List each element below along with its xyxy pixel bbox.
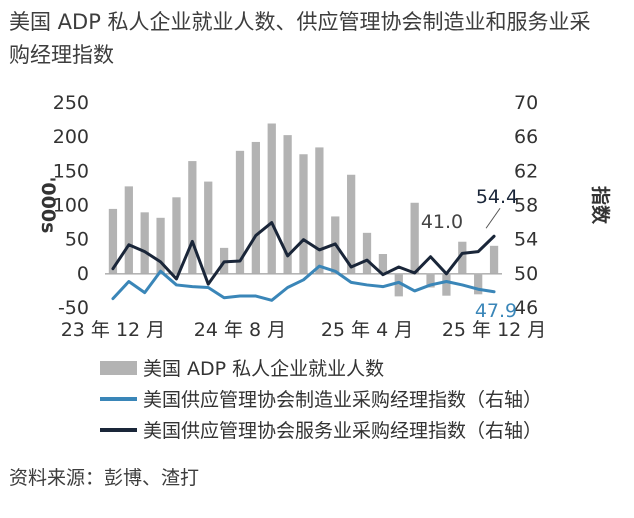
chart-canvas: -50 0 50 100 150 200 250 46 50 54 58 62 66 70 23 年 12 … bbox=[37, 92, 612, 341]
left-axis-tick: 100 bbox=[53, 195, 89, 217]
x-axis-tick: 25 年 12 月 bbox=[442, 319, 546, 341]
source-note: 资料来源：彭博、渣打 bbox=[9, 467, 200, 489]
right-axis-tick: 54 bbox=[514, 229, 538, 251]
legend-swatch-bar bbox=[100, 360, 137, 375]
x-axis-tick: 25 年 4 月 bbox=[321, 319, 413, 341]
left-axis-label: '000s bbox=[37, 177, 59, 234]
right-axis-tick: 62 bbox=[514, 160, 538, 182]
x-axis-tick: 23 年 12 月 bbox=[61, 319, 165, 341]
annotation-leader bbox=[485, 207, 501, 229]
bar-adp bbox=[108, 208, 118, 274]
bar-adp bbox=[124, 186, 133, 274]
bar-adp bbox=[394, 273, 403, 297]
right-axis-tick: 50 bbox=[514, 263, 538, 285]
bar-adp bbox=[378, 254, 388, 274]
bar-adp bbox=[204, 181, 213, 274]
line-services-pmi bbox=[111, 221, 496, 286]
legend-label-services: 美国供应管理协会服务业采购经理指数（右轴） bbox=[143, 420, 543, 442]
annotation-adp-last: 41.0 bbox=[421, 211, 463, 233]
left-axis-tick: 150 bbox=[53, 160, 89, 182]
left-axis-tick: 250 bbox=[53, 92, 89, 114]
chart-title: 美国 ADP 私人企业就业人数、供应管理协会制造业和服务业采购经理指数 bbox=[9, 10, 591, 67]
left-axis-tick: 50 bbox=[65, 229, 89, 251]
legend-swatch-manufacturing bbox=[100, 396, 137, 401]
bar-adp bbox=[347, 174, 356, 274]
bar-adp bbox=[156, 217, 165, 274]
bar-adp bbox=[489, 245, 499, 274]
legend-item-manufacturing: 美国供应管理协会制造业采购经理指数（右轴） bbox=[100, 383, 542, 414]
x-axis-tick: 24 年 8 月 bbox=[194, 319, 286, 341]
bar-adp bbox=[299, 154, 308, 274]
legend-item-bar: 美国 ADP 私人企业就业人数 bbox=[100, 352, 542, 383]
legend-item-services: 美国供应管理协会服务业采购经理指数（右轴） bbox=[100, 414, 542, 445]
bar-adp bbox=[426, 273, 435, 288]
legend-label-adp: 美国 ADP 私人企业就业人数 bbox=[143, 358, 385, 380]
bar-adp bbox=[140, 212, 149, 274]
line-manufacturing-pmi bbox=[111, 264, 496, 302]
bar-adp bbox=[442, 273, 451, 296]
right-axis-tick: 58 bbox=[514, 195, 538, 217]
bar-adp bbox=[474, 273, 483, 295]
bar-adp bbox=[251, 141, 260, 274]
left-axis-tick: -50 bbox=[58, 297, 89, 319]
legend: 美国 ADP 私人企业就业人数 美国供应管理协会制造业采购经理指数（右轴） 美国… bbox=[100, 352, 542, 445]
bar-adp bbox=[362, 232, 372, 274]
right-axis-tick: 46 bbox=[514, 297, 538, 319]
bar-adp bbox=[267, 123, 276, 274]
legend-swatch-services bbox=[100, 427, 137, 432]
bar-adp bbox=[172, 197, 181, 274]
left-axis-tick: 200 bbox=[53, 126, 89, 148]
legend-label-manufacturing: 美国供应管理协会制造业采购经理指数（右轴） bbox=[143, 389, 543, 411]
right-axis-label: 指数 bbox=[589, 186, 612, 225]
bar-adp bbox=[188, 161, 197, 274]
annotation-manufacturing-last: 47.9 bbox=[475, 300, 517, 322]
right-axis-tick: 70 bbox=[514, 92, 538, 114]
bar-adp bbox=[235, 150, 245, 274]
annotation-services-last: 54.4 bbox=[476, 186, 518, 208]
left-axis-tick: 0 bbox=[77, 263, 89, 285]
bar-adp bbox=[315, 147, 324, 274]
bar-adp bbox=[410, 202, 419, 274]
right-axis-tick: 66 bbox=[514, 126, 538, 148]
bar-adp bbox=[283, 135, 292, 274]
bar-adp bbox=[458, 241, 467, 274]
